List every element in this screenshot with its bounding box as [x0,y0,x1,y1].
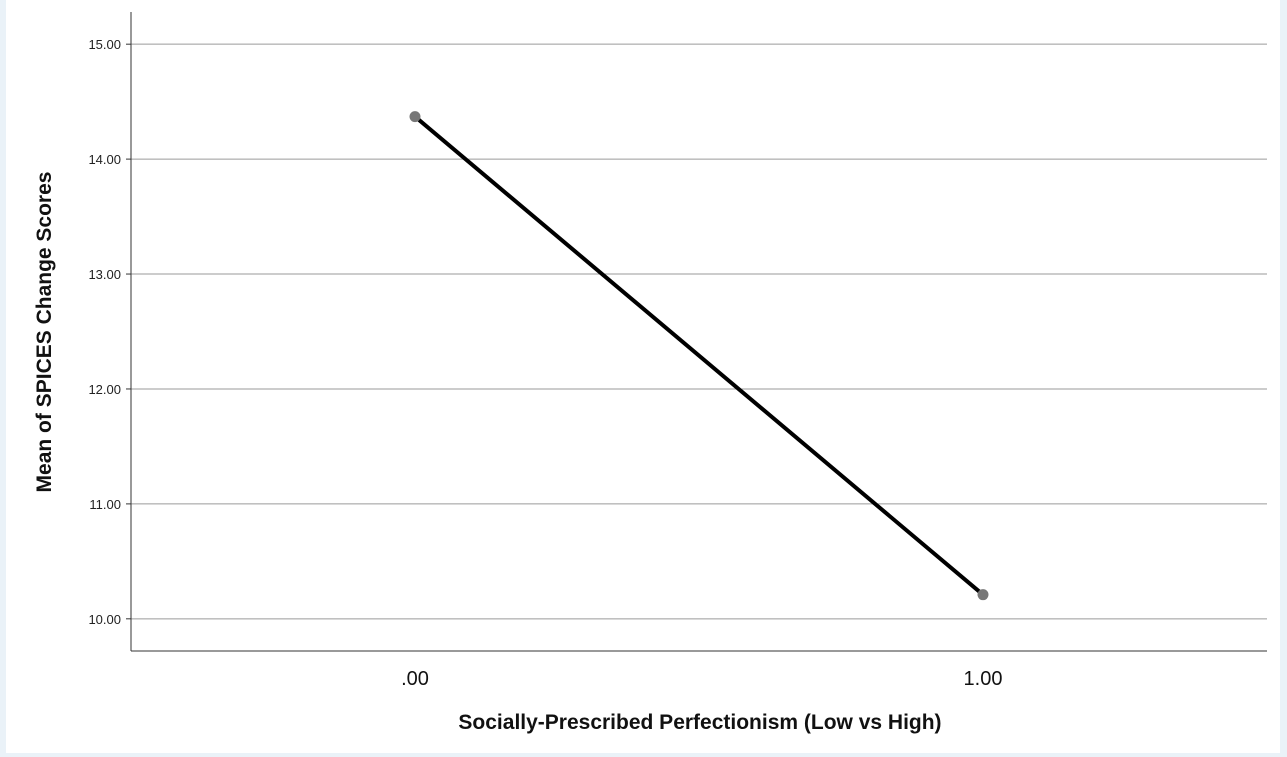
x-axis-ticks: .00 1.00 [401,668,1002,690]
y-tick-label: 15.00 [88,37,121,52]
y-tick-label: 14.00 [88,152,121,167]
data-point [977,589,989,601]
x-tick-label: .00 [401,668,429,690]
x-axis-title: Socially-Prescribed Perfectionism (Low v… [458,711,941,734]
y-axis-ticks: 10.00 11.00 12.00 13.00 14.00 15.00 [88,37,131,627]
y-tick-label: 11.00 [89,497,121,512]
data-point [409,111,421,123]
y-tick-label: 12.00 [88,382,121,397]
y-tick-label: 13.00 [88,267,121,282]
y-axis-title: Mean of SPICES Change Scores [33,172,56,493]
axes [130,12,1267,652]
series-line [413,114,985,597]
chart-frame [6,0,1280,753]
gridlines [131,43,1267,620]
y-tick-label: 10.00 [88,612,121,627]
x-tick-label: 1.00 [964,668,1003,690]
series-layer [409,111,989,601]
